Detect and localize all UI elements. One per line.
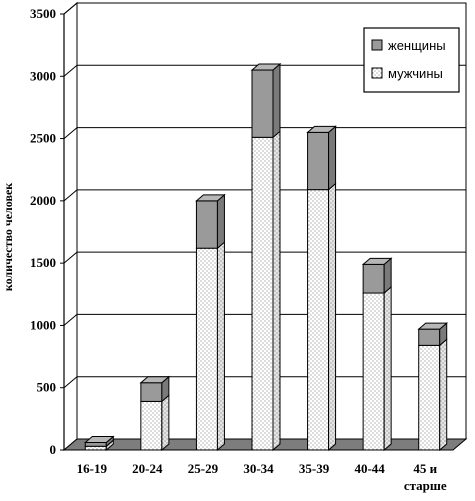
bar-top xyxy=(361,257,393,265)
y-tick-label: 3000 xyxy=(30,68,56,83)
bars xyxy=(83,62,449,452)
bar-segment-men xyxy=(362,292,385,451)
gridline-depth xyxy=(63,189,78,202)
gridline-depth xyxy=(63,64,78,77)
legend: женщины мужчины xyxy=(363,27,460,93)
bar-segment-women xyxy=(362,263,385,294)
bar-stack xyxy=(361,257,393,452)
side-wall xyxy=(63,1,78,452)
y-tick-label: 2000 xyxy=(30,193,56,208)
bar-side xyxy=(161,394,170,452)
gridline-depth xyxy=(63,127,78,139)
bar-segment-women xyxy=(418,328,441,346)
bar-segment-men xyxy=(84,445,107,451)
x-tick-label: 45 и xyxy=(413,461,437,476)
bar-stack xyxy=(250,62,282,452)
bar-segment-men xyxy=(251,136,274,451)
bar-side xyxy=(272,130,281,452)
bar-side xyxy=(272,62,281,139)
y-tick-label: 3500 xyxy=(30,6,56,21)
bar-segment-men xyxy=(140,400,163,451)
bar-stack xyxy=(306,125,337,452)
bar-side xyxy=(328,125,337,191)
bar-stack xyxy=(195,193,226,452)
legend-swatch xyxy=(371,67,383,79)
bar-top xyxy=(139,376,171,384)
bar-segment-women xyxy=(307,131,330,191)
x-tick-label: 40-44 xyxy=(354,461,385,476)
bar-stack xyxy=(139,375,171,452)
bar-segment-men xyxy=(307,189,330,451)
x-tick-label: 25-29 xyxy=(188,461,219,476)
bar-side xyxy=(216,241,225,452)
bar-side xyxy=(383,285,392,452)
x-tick-label: старше xyxy=(404,478,447,493)
y-tick-label: 500 xyxy=(37,380,57,395)
bar-side xyxy=(439,338,448,452)
gridline-depth xyxy=(63,314,78,326)
x-tick-label: 20-24 xyxy=(132,461,163,476)
legend-label: женщины xyxy=(388,38,446,53)
bar-segment-men xyxy=(418,344,441,451)
bar-stack xyxy=(417,322,449,452)
bar-top xyxy=(195,194,226,202)
x-tick-label: 30-34 xyxy=(243,461,274,476)
legend-label: мужчины xyxy=(388,66,443,81)
y-tick-label: 1500 xyxy=(30,255,56,270)
bar-segment-women xyxy=(251,69,274,138)
bar-segment-women xyxy=(140,382,163,402)
y-tick-label: 2500 xyxy=(30,131,56,146)
gridline-depth xyxy=(63,2,78,15)
y-axis-label: количество человек xyxy=(1,183,15,291)
bar-segment-women xyxy=(195,200,218,249)
axes: 0 500 1000 1500 2000 2500 3000 3500 количество ч… xyxy=(1,6,447,493)
x-tick-label: 16-19 xyxy=(77,461,108,476)
bar-side xyxy=(328,182,337,452)
y-tick-label: 0 xyxy=(50,442,57,457)
bar-segment-men xyxy=(195,247,218,451)
legend-box xyxy=(363,27,460,93)
bar-top xyxy=(306,125,337,133)
gridline-depth xyxy=(63,251,78,264)
legend-swatch xyxy=(371,39,383,51)
x-tick-label: 35-39 xyxy=(299,461,330,476)
bar-top xyxy=(250,63,282,71)
y-tick-label: 1000 xyxy=(30,317,56,332)
bar-side xyxy=(216,193,225,250)
gridline-depth xyxy=(63,376,78,389)
bar-segment-women xyxy=(84,442,107,447)
bar-top xyxy=(83,436,115,444)
bar-top xyxy=(417,322,449,330)
bar-stack xyxy=(83,435,115,452)
